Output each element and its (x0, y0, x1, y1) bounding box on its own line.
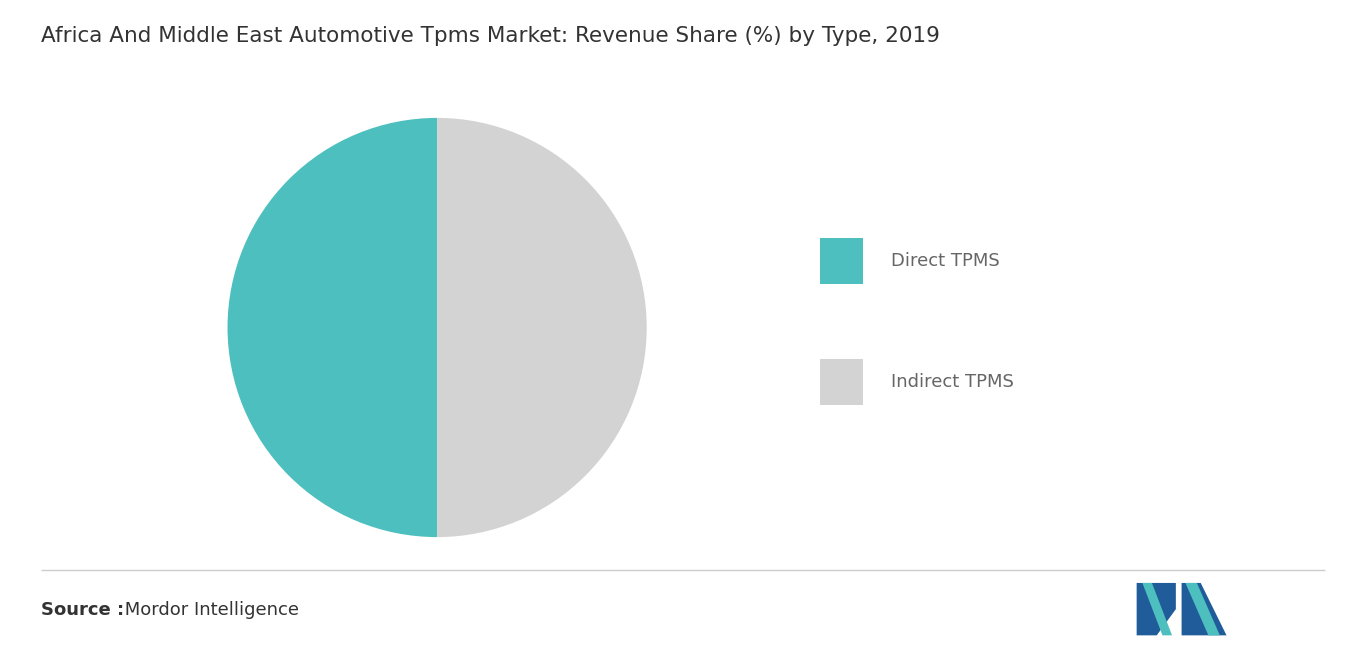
FancyBboxPatch shape (820, 359, 863, 405)
Wedge shape (437, 118, 646, 537)
Text: Direct TPMS: Direct TPMS (892, 252, 1000, 271)
Polygon shape (1137, 583, 1176, 635)
FancyBboxPatch shape (820, 238, 863, 284)
Polygon shape (1186, 583, 1220, 635)
Wedge shape (228, 118, 437, 537)
Text: Indirect TPMS: Indirect TPMS (892, 373, 1014, 391)
Polygon shape (1142, 583, 1172, 635)
Text: Mordor Intelligence: Mordor Intelligence (119, 601, 299, 619)
Text: Source :: Source : (41, 601, 124, 619)
Polygon shape (1182, 583, 1227, 635)
Text: Africa And Middle East Automotive Tpms Market: Revenue Share (%) by Type, 2019: Africa And Middle East Automotive Tpms M… (41, 26, 940, 47)
